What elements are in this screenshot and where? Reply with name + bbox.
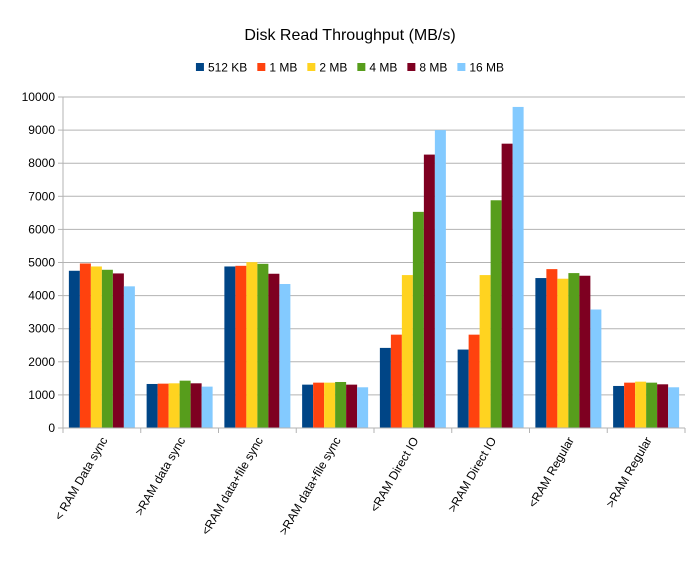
y-tick-label: 0	[48, 421, 55, 435]
bar-16-mb-ram-direct-io	[512, 106, 524, 429]
x-tick-label: >RAM data+file sync	[276, 435, 343, 538]
legend-swatch	[407, 63, 416, 71]
bar-4-mb-ram-regular	[646, 382, 658, 428]
bar-4-mb-ram-data-file-sync	[335, 381, 347, 428]
legend-item-8-mb: 8 MB	[407, 61, 447, 75]
bar-4-mb-ram-regular	[568, 273, 580, 428]
bar-16-mb-ram-data-sync	[123, 286, 135, 428]
bar-8-mb-ram-data-file-sync	[268, 273, 280, 428]
y-axis-ticks: 0 1000 2000 3000 4000 5000 6000 7000 8000 9000 100…	[22, 90, 63, 435]
bar-1-mb-ram-data-sync	[79, 263, 91, 428]
chart-title: Disk Read Throughput (MB/s)	[244, 27, 455, 44]
legend-label: 1 MB	[269, 61, 297, 75]
bar-8-mb-ram-direct-io	[423, 154, 435, 428]
bar-16-mb-ram-data-file-sync	[357, 387, 369, 428]
x-tick-label: <RAM Regular	[525, 434, 577, 509]
legend-swatch	[357, 63, 366, 71]
y-tick-label: 6000	[28, 222, 55, 236]
bar-2-mb-ram-regular	[557, 278, 569, 428]
bar-16-mb-ram-data-sync	[201, 386, 213, 428]
bars	[68, 106, 680, 429]
bar-16-mb-ram-regular	[590, 309, 602, 428]
bar-1-mb-ram-data-sync	[157, 383, 169, 428]
x-tick-label: >RAM Regular	[603, 434, 655, 509]
bar-16-mb-ram-direct-io	[434, 130, 446, 428]
bar-4-mb-ram-data-file-sync	[257, 263, 269, 428]
y-tick-label: 4000	[28, 289, 55, 303]
bar-4-mb-ram-direct-io	[412, 211, 424, 428]
x-tick-label: <RAM data+file sync	[198, 435, 265, 538]
bar-2-mb-ram-data-sync	[90, 266, 102, 428]
bar-1-mb-ram-direct-io	[390, 334, 402, 428]
bar-8-mb-ram-regular	[579, 275, 591, 428]
bar-16-mb-ram-regular	[668, 387, 680, 428]
x-axis-ticks: < RAM Data sync >RAM data sync <RAM data+f…	[51, 428, 686, 538]
legend-swatch	[195, 63, 204, 71]
bar-512-kb-ram-data-sync	[68, 270, 80, 428]
bar-4-mb-ram-data-sync	[101, 269, 113, 428]
y-tick-label: 1000	[28, 388, 55, 402]
y-tick-label: 7000	[28, 189, 55, 203]
legend-label: 512 KB	[208, 61, 247, 75]
bar-8-mb-ram-regular	[657, 384, 669, 428]
bar-2-mb-ram-data-file-sync	[324, 382, 336, 428]
bar-512-kb-ram-regular	[613, 385, 625, 428]
bar-1-mb-ram-regular	[546, 269, 558, 428]
bar-2-mb-ram-direct-io	[479, 275, 491, 428]
bar-8-mb-ram-data-sync	[190, 383, 202, 428]
y-tick-label: 8000	[28, 156, 55, 170]
bar-8-mb-ram-data-sync	[112, 273, 124, 428]
bar-1-mb-ram-data-file-sync	[313, 382, 325, 428]
legend-swatch	[457, 63, 466, 71]
legend-label: 16 MB	[469, 61, 504, 75]
legend-swatch	[257, 63, 266, 71]
y-tick-label: 9000	[28, 123, 55, 137]
bar-2-mb-ram-regular	[635, 381, 647, 428]
bar-1-mb-ram-regular	[624, 382, 636, 428]
bar-512-kb-ram-data-sync	[146, 383, 158, 428]
legend-label: 4 MB	[369, 61, 397, 75]
bar-8-mb-ram-direct-io	[501, 143, 513, 428]
bar-512-kb-ram-regular	[535, 278, 547, 428]
bar-512-kb-ram-data-file-sync	[302, 384, 314, 428]
bar-2-mb-ram-direct-io	[401, 275, 413, 428]
legend-swatch	[307, 63, 316, 71]
bar-2-mb-ram-data-file-sync	[246, 262, 258, 428]
legend-label: 8 MB	[419, 61, 447, 75]
bar-512-kb-ram-direct-io	[379, 347, 391, 428]
x-tick-label: <RAM Direct IO	[367, 435, 421, 515]
legend-item-2-mb: 2 MB	[307, 61, 347, 75]
bar-4-mb-ram-data-sync	[179, 380, 191, 428]
y-tick-label: 3000	[28, 322, 55, 336]
legend-item-16-mb: 16 MB	[457, 61, 504, 75]
bar-1-mb-ram-data-file-sync	[235, 265, 247, 428]
x-tick-label: >RAM Direct IO	[445, 435, 499, 515]
bar-1-mb-ram-direct-io	[468, 334, 480, 428]
legend-item-1-mb: 1 MB	[257, 61, 297, 75]
bar-512-kb-ram-data-file-sync	[224, 266, 236, 428]
bar-512-kb-ram-direct-io	[457, 349, 469, 428]
bar-4-mb-ram-direct-io	[490, 200, 502, 428]
y-tick-label: 5000	[28, 256, 55, 270]
legend: 512 KB 1 MB 2 MB 4 MB 8 MB 16 MB	[195, 61, 504, 75]
legend-item-4-mb: 4 MB	[357, 61, 397, 75]
bar-2-mb-ram-data-sync	[168, 383, 180, 428]
y-tick-label: 2000	[28, 355, 55, 369]
bar-16-mb-ram-data-file-sync	[279, 284, 291, 428]
x-tick-label: < RAM Data sync	[51, 435, 110, 523]
legend-item-512-kb: 512 KB	[195, 61, 247, 75]
x-tick-label: >RAM data sync	[132, 435, 188, 519]
bar-8-mb-ram-data-file-sync	[346, 384, 358, 428]
legend-label: 2 MB	[319, 61, 347, 75]
y-tick-label: 10000	[22, 90, 56, 104]
